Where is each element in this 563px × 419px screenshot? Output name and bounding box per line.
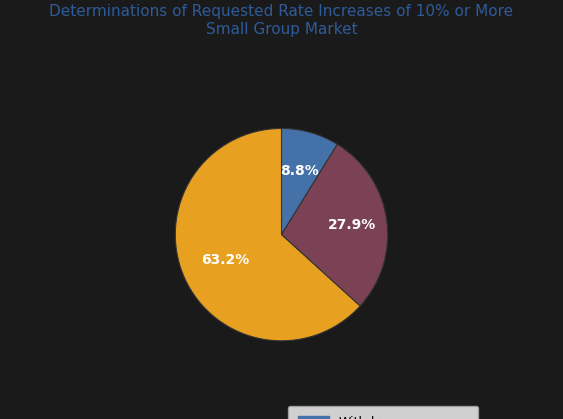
Text: 27.9%: 27.9% — [328, 218, 376, 232]
Text: 8.8%: 8.8% — [280, 164, 319, 178]
Wedge shape — [282, 144, 388, 306]
Legend: Withdrawn, Modified or Rejected, Unmodified: Withdrawn, Modified or Rejected, Unmodif… — [288, 406, 478, 419]
Title: Determinations of Requested Rate Increases of 10% or More
Small Group Market: Determinations of Requested Rate Increas… — [50, 4, 513, 36]
Text: 63.2%: 63.2% — [201, 253, 249, 267]
Wedge shape — [282, 129, 337, 235]
Wedge shape — [175, 129, 360, 341]
